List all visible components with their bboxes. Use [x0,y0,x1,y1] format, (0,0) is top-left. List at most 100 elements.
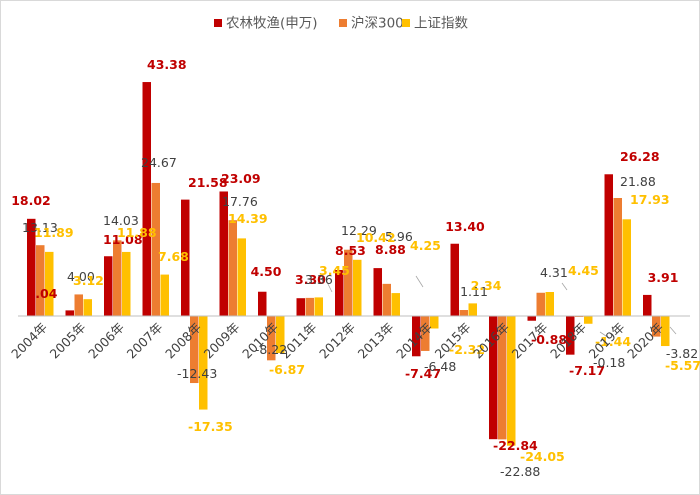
bar-s2-2008年 [190,316,199,384]
data-label-s2: 3.36 [305,272,333,287]
bar-s1-2005年 [65,310,74,316]
bar-s2-2016年 [498,316,507,440]
bar-s1-2014年 [412,316,421,357]
bar-s3-2019年 [622,219,631,316]
data-label-s1: 8.53 [335,243,366,258]
bar-s1-2011年 [296,298,305,316]
bar-s3-2016年 [507,316,516,446]
data-label-s2: 14.03 [103,213,139,228]
bar-s1-2020年 [643,294,652,316]
legend-swatch-2 [339,19,347,27]
data-label-s2: -8.22 [255,342,287,357]
bar-s2-2012年 [344,249,353,316]
bar-s3-2018年 [584,316,593,324]
bar-s2-2017年 [536,292,545,316]
leader-line [415,275,424,288]
bar-s1-2016年 [489,316,498,440]
bar-s1-2015年 [450,243,459,316]
data-label-s2: 4.00 [67,269,95,284]
bar-s1-2006年 [104,256,113,316]
data-label-s1: 1.04 [27,286,58,301]
bar-s2-2007年 [151,182,160,316]
bar-s2-2005年 [74,294,83,316]
data-label-s3: 17.93 [630,192,670,207]
bar-s1-2013年 [373,268,382,316]
data-label-s3: 2.34 [471,278,502,293]
leader-line [447,343,456,353]
bar-s1-2008年 [181,199,190,316]
bar-s2-2006年 [113,240,122,316]
data-label-s3: 4.45 [568,263,599,278]
bar-s3-2015年 [468,303,477,316]
bar-s3-2011年 [314,297,323,316]
data-label-s3: 7.68 [158,249,189,264]
data-label-s2: -22.88 [500,464,540,479]
data-label-s3: 3.45 [319,263,350,278]
bar-s2-2004年 [36,245,45,316]
legend-label-1: 农林牧渔(申万) [226,16,318,32]
legend-label-3: 上证指数 [414,16,468,32]
chart-legend: 农林牧渔(申万) 沪深300 上证指数 [214,16,468,32]
bar-s3-2010年 [276,316,285,354]
data-label-s3: -6.87 [269,362,305,377]
bar-s2-2020年 [652,316,661,337]
data-label-s2: 12.29 [341,223,377,238]
data-label-s2: -6.48 [424,359,456,374]
bar-s2-2010年 [267,316,276,361]
data-label-s3: -24.05 [520,449,565,464]
data-label-s1: -7.47 [405,366,441,381]
data-label-s2: -0.18 [593,355,625,370]
data-label-s2: 24.67 [141,155,177,170]
data-label-s2: 5.96 [385,229,413,244]
data-label-s2: 17.76 [222,194,258,209]
data-label-s1: 43.38 [147,57,187,72]
data-label-s3: -17.35 [188,419,233,434]
data-label-s1: 4.50 [251,264,282,279]
leader-lines-layer [326,275,677,353]
bar-s1-2007年 [142,82,151,316]
bar-s3-2013年 [391,293,400,316]
data-label-s1: -0.88 [531,332,567,347]
bar-s2-2015年 [459,310,468,316]
bar-s2-2013年 [382,283,391,316]
bar-s3-2004年 [45,251,54,316]
data-label-s3: 3.12 [73,273,104,288]
data-label-s2: 13.13 [22,220,58,235]
data-label-s3: 14.39 [228,211,268,226]
bar-s2-2011年 [305,297,314,316]
legend-swatch-1 [214,19,222,27]
data-label-s2: 1.11 [460,284,488,299]
bar-s1-2010年 [258,291,267,316]
bar-s3-2008年 [199,316,208,410]
data-label-s3: 4.25 [410,238,441,253]
data-label-s1: 21.58 [188,175,228,190]
bar-s3-2007年 [160,274,169,316]
bar-s3-2005年 [83,299,92,316]
leader-line [561,282,568,291]
data-label-s3: 10.42 [356,230,396,245]
bar-s3-2020年 [661,316,670,347]
bar-s1-2009年 [219,191,228,316]
bar-s1-2018年 [566,316,575,355]
data-label-s1: -22.84 [493,438,538,453]
bar-s3-2017年 [545,292,554,316]
legend-label-2: 沪深300 [351,16,404,32]
data-label-s3: -2.32 [449,342,485,357]
data-label-s2: -12.43 [177,366,217,381]
bar-s3-2009年 [237,238,246,316]
data-label-s1: 3.91 [648,270,679,285]
bar-s1-2019年 [604,174,613,316]
data-label-s3: -5.57 [665,358,700,373]
data-label-s2: 4.31 [540,265,568,280]
data-label-s1: 3.30 [295,272,326,287]
bar-s1-2004年 [27,218,36,316]
data-label-s3: -1.44 [595,334,631,349]
bar-s3-2014年 [430,316,439,329]
data-label-s3: 11.89 [34,225,74,240]
bar-s1-2017年 [527,316,536,321]
data-label-s1: 13.40 [445,219,485,234]
bar-s2-2014年 [421,316,430,351]
